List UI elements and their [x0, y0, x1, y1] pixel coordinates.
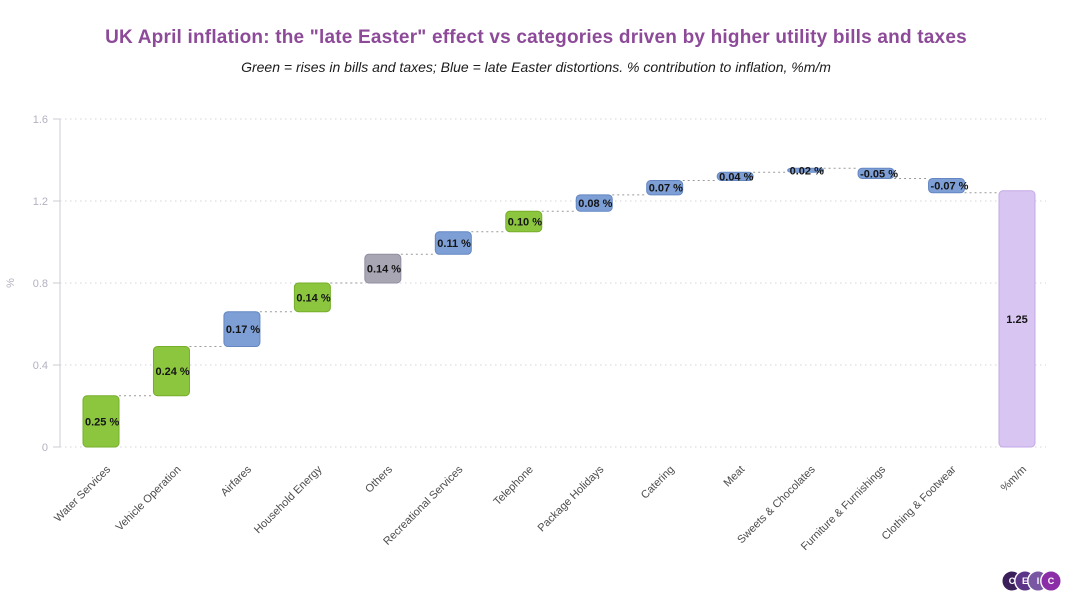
bar-value-label: 1.25: [1006, 314, 1027, 326]
y-tick-label: 1.2: [33, 196, 48, 208]
x-axis-label: Telephone: [491, 464, 535, 508]
logo-letter: I: [1037, 576, 1040, 586]
bar-package-holidays[interactable]: [575, 194, 613, 212]
bar-telephone[interactable]: [505, 210, 543, 233]
bar-value-label: 0.02 %: [790, 165, 824, 177]
bar-airfares[interactable]: [223, 311, 261, 348]
bar-household-energy[interactable]: [293, 282, 331, 313]
bar-value-label: 0.24 %: [155, 366, 189, 378]
bar-sweets-chocolates[interactable]: [787, 167, 825, 173]
y-tick-label: 0.8: [33, 278, 48, 290]
y-tick-label: 0: [42, 442, 48, 454]
x-axis-label: Sweets & Chocolates: [735, 463, 818, 546]
x-axis-label: Airfares: [219, 463, 255, 499]
logo-letter: C: [1009, 576, 1016, 586]
x-axis-label: Clothing & Footwear: [880, 463, 959, 542]
bar-value-label: 0.14 %: [367, 264, 401, 276]
x-axis-label: Catering: [639, 464, 677, 502]
x-axis-label: Recreational Services: [381, 463, 465, 547]
bar-value-label: 0.08 %: [578, 198, 612, 210]
x-axis-label: %m/m: [999, 464, 1030, 495]
x-axis-label: Package Holidays: [536, 463, 607, 534]
x-axis-label: Vehicle Operation: [114, 464, 184, 534]
bar-value-label: 0.07 %: [649, 183, 683, 195]
bar-vehicle-operation[interactable]: [152, 346, 190, 397]
bar-m-m[interactable]: [998, 190, 1036, 448]
bar-value-label: 0.11 %: [437, 238, 471, 250]
logo-letter: E: [1022, 576, 1028, 586]
x-axis-label: Household Energy: [252, 463, 325, 536]
y-axis-title: %: [5, 278, 17, 288]
logo-circle-4: [1040, 570, 1062, 592]
bar-value-label: -0.05 %: [860, 168, 898, 180]
bar-others[interactable]: [364, 253, 402, 284]
bar-water-services[interactable]: [82, 395, 120, 448]
bar-clothing-footwear[interactable]: [928, 177, 966, 194]
logo-letter: C: [1048, 576, 1055, 586]
x-axis-label: Meat: [721, 464, 747, 490]
bar-catering[interactable]: [646, 180, 684, 196]
bar-furniture-furnishings[interactable]: [857, 167, 895, 179]
y-tick-label: 0.4: [33, 360, 48, 372]
chart-title: UK April inflation: the "late Easter" ef…: [105, 27, 967, 48]
bar-value-label: 0.10 %: [508, 217, 542, 229]
y-tick-label: 1.6: [33, 114, 48, 126]
x-axis-label: Water Services: [52, 463, 113, 524]
chart-subtitle: Green = rises in bills and taxes; Blue =…: [241, 59, 831, 75]
bar-recreational-services[interactable]: [434, 231, 472, 255]
x-axis-label: Others: [363, 463, 395, 495]
bar-value-label: -0.07 %: [931, 181, 969, 193]
bar-value-label: 0.17 %: [226, 324, 260, 336]
ceic-logo: C E I C: [1001, 570, 1062, 592]
bar-value-label: 0.14 %: [296, 292, 330, 304]
bar-value-label: 0.04 %: [719, 171, 753, 183]
bar-value-label: 0.25 %: [85, 416, 119, 428]
bar-meat[interactable]: [716, 171, 754, 182]
